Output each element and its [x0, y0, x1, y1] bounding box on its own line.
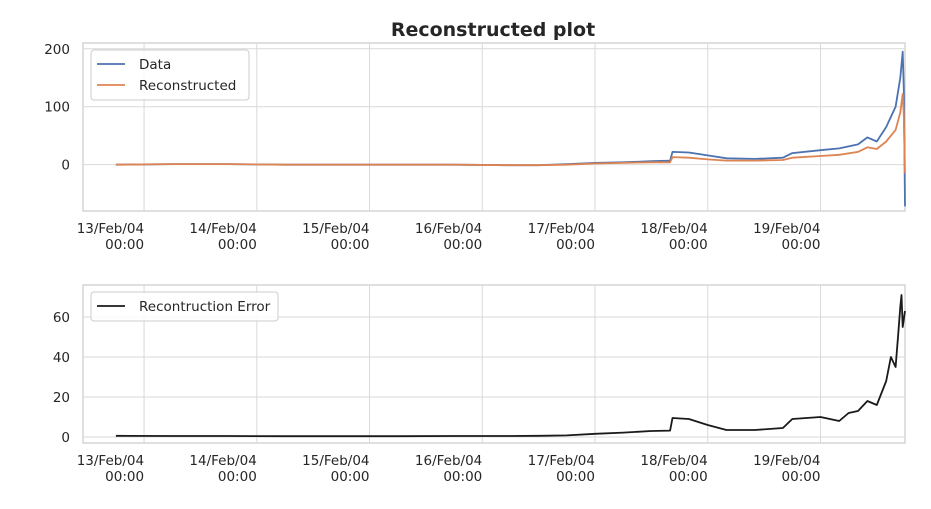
- top-x-tick-label-date: 17/Feb/04: [528, 221, 595, 237]
- bottom-x-tick-label-date: 15/Feb/04: [302, 453, 369, 469]
- bottom-legend-label: Recontruction Error: [139, 299, 271, 315]
- top-x-tick-label-date: 18/Feb/04: [640, 221, 707, 237]
- top-x-tick-label-date: 16/Feb/04: [415, 221, 482, 237]
- bottom-y-tick-label: 40: [53, 350, 70, 366]
- bottom-x-tick-label-time: 00:00: [669, 469, 708, 485]
- top-x-tick-label-date: 13/Feb/04: [77, 221, 144, 237]
- top-legend-label: Reconstructed: [139, 78, 236, 94]
- reconstruction-axes: 010020013/Feb/0400:0014/Feb/0400:0015/Fe…: [44, 42, 906, 253]
- bottom-x-tick-label-date: 18/Feb/04: [640, 453, 707, 469]
- top-x-tick-label-time: 00:00: [782, 237, 821, 253]
- top-legend-frame: [90, 49, 250, 101]
- top-x-tick-label-date: 15/Feb/04: [302, 221, 369, 237]
- bottom-x-tick-label-time: 00:00: [331, 469, 370, 485]
- bottom-x-tick-label-time: 00:00: [443, 469, 482, 485]
- top-x-tick-label-date: 19/Feb/04: [753, 221, 820, 237]
- bottom-series-recontruction-error-line: [115, 294, 906, 438]
- top-legend: Data Reconstructed: [90, 49, 250, 101]
- bottom-x-tick-label-time: 00:00: [782, 469, 821, 485]
- top-x-tick-label-time: 00:00: [556, 237, 595, 253]
- bottom-x-tick-label-time: 00:00: [105, 469, 144, 485]
- bottom-x-tick-label-date: 13/Feb/04: [77, 453, 144, 469]
- top-y-tick-label: 0: [61, 158, 70, 174]
- top-x-tick-label-time: 00:00: [443, 237, 482, 253]
- top-x-tick-label-date: 14/Feb/04: [189, 221, 256, 237]
- bottom-y-tick-label: 20: [53, 390, 70, 406]
- top-legend-label: Data: [139, 57, 171, 73]
- bottom-x-tick-label-time: 00:00: [556, 469, 595, 485]
- top-x-tick-label-time: 00:00: [105, 237, 144, 253]
- chart-title: Reconstructed plot: [391, 19, 595, 41]
- top-y-tick-label: 100: [44, 100, 70, 116]
- top-y-tick-label: 200: [44, 42, 70, 58]
- top-x-tick-label-time: 00:00: [669, 237, 708, 253]
- error-axes: 020406013/Feb/0400:0014/Feb/0400:0015/Fe…: [53, 284, 906, 485]
- top-x-tick-label-time: 00:00: [218, 237, 257, 253]
- bottom-legend: Recontruction Error: [90, 291, 279, 322]
- bottom-x-tick-label-time: 00:00: [218, 469, 257, 485]
- top-series-reconstructed-line: [115, 93, 906, 174]
- bottom-y-tick-label: 60: [53, 310, 70, 326]
- bottom-x-tick-label-date: 16/Feb/04: [415, 453, 482, 469]
- top-x-tick-label-time: 00:00: [331, 237, 370, 253]
- bottom-y-tick-label: 0: [61, 430, 70, 446]
- bottom-x-tick-label-date: 19/Feb/04: [753, 453, 820, 469]
- bottom-legend-frame: [90, 291, 279, 322]
- bottom-x-tick-label-date: 14/Feb/04: [189, 453, 256, 469]
- bottom-x-tick-label-date: 17/Feb/04: [528, 453, 595, 469]
